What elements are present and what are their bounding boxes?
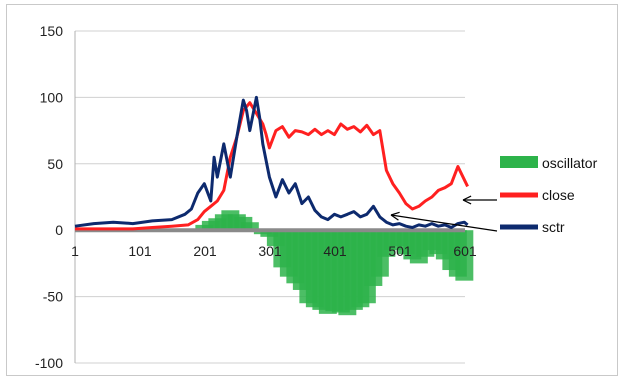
x-tick-label: 601 [453,243,477,259]
series-line-sctr [74,95,469,229]
chart-frame: 150 100 50 0 -50 -100 1 101 201 301 401 501 601 osc… [6,4,618,376]
x-tick-label: 301 [258,243,282,259]
arrow-sctr-head-b [390,214,399,221]
x-tick-label: 101 [128,243,152,259]
oscillator-bar [240,222,259,231]
arrow-close-head-b [462,199,472,205]
arrow-sctr-head-a [390,211,400,216]
y-tick-label: -100 [35,355,63,371]
legend-label-sctr: sctr [542,219,565,235]
series-lines [74,95,469,231]
gridlines [74,30,465,364]
legend-label-close: close [542,187,575,203]
y-tick-label: 0 [55,222,63,238]
x-tick-label: 401 [323,243,347,259]
legend-label-oscillator: oscillator [542,155,598,171]
arrow-sctr [390,214,498,232]
x-tick-labels: 1 101 201 301 401 501 601 [71,243,477,259]
x-tick-label: 1 [71,243,79,259]
y-tick-label: -50 [43,289,63,305]
oscillator-bar [455,230,474,281]
oscillator-bars [188,210,474,316]
x-tick-label: 501 [388,243,412,259]
y-tick-label: 50 [47,156,63,172]
legend: oscillator close sctr [500,155,598,235]
x-tick-label: 201 [193,243,217,259]
legend-swatch-oscillator [500,156,538,168]
y-tick-labels: 150 100 50 0 -50 -100 [35,23,63,371]
y-tick-label: 100 [40,89,64,105]
series-line-close [75,101,469,231]
arrow-close-head-a [462,195,472,201]
chart-svg: 150 100 50 0 -50 -100 1 101 201 301 401 501 601 osc… [35,23,598,371]
annotation-arrows [390,195,498,232]
y-tick-label: 150 [40,23,64,39]
